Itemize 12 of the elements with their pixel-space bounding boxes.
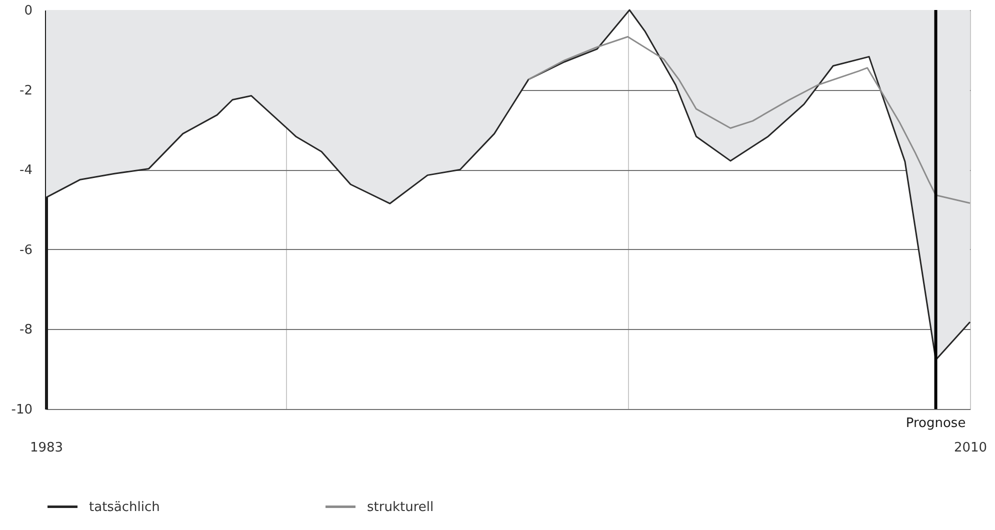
legend-label: tatsächlich <box>89 500 160 515</box>
x-tick-label: 1983 <box>30 440 64 456</box>
x-tick-label: 2010 <box>954 440 988 456</box>
y-tick-label: -10 <box>11 402 32 418</box>
y-tick-label: -2 <box>20 83 32 98</box>
y-tick-label: -4 <box>20 163 32 178</box>
line-series <box>528 36 971 204</box>
ref-line-label: Prognose <box>906 416 966 431</box>
y-tick-label: -8 <box>20 322 32 338</box>
legend-label: strukturell <box>367 500 434 515</box>
y-tick-label: 0 <box>24 4 32 18</box>
y-tick-label: -6 <box>20 242 32 258</box>
